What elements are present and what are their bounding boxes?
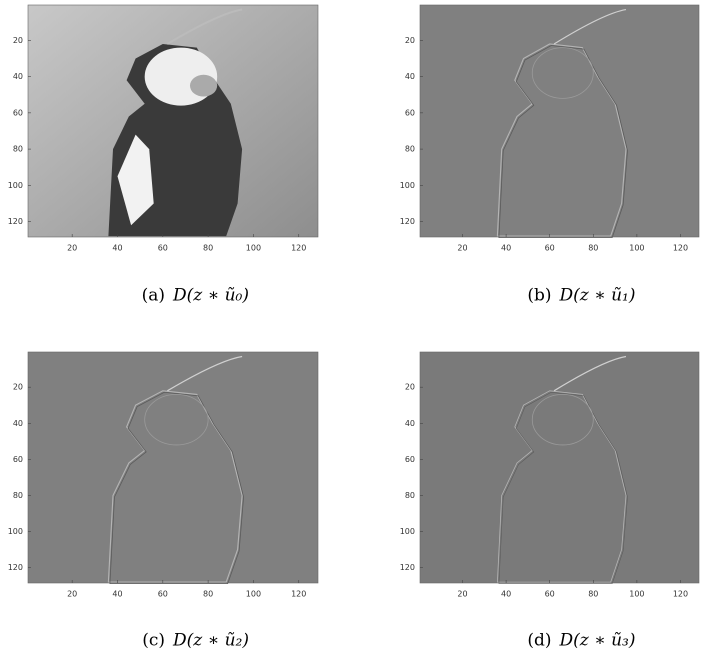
x-tick-label: 20 (67, 244, 77, 253)
y-tick-label: 80 (405, 145, 415, 154)
caption-label: (a) (142, 286, 165, 306)
x-tick-label: 60 (545, 590, 555, 599)
y-tick-label: 100 (400, 527, 415, 536)
y-tick-label: 40 (13, 419, 23, 428)
panel: 20 40 60 80 100 120 20 40 60 80 100 120 (c) D(z ∗ ũ₂) (8, 352, 318, 651)
x-tick-label: 120 (291, 244, 306, 253)
image-shape (190, 75, 217, 97)
caption-label: (d) (527, 631, 551, 651)
image (420, 5, 699, 237)
caption-label: (c) (142, 631, 165, 651)
x-tick-label: 60 (158, 590, 168, 599)
x-tick-label: 120 (673, 244, 688, 253)
x-tick-label: 40 (501, 590, 511, 599)
y-tick-label: 120 (400, 563, 415, 572)
figure: 20 40 60 80 100 120 20 40 60 80 100 120 (a) D(z ∗ ũ₀)… (0, 0, 702, 657)
x-tick-label: 100 (246, 590, 261, 599)
x-tick-label: 100 (629, 244, 644, 253)
y-tick-label: 40 (405, 72, 415, 81)
y-tick-label: 60 (13, 108, 23, 117)
y-tick-label: 20 (13, 36, 23, 45)
x-tick-label: 80 (203, 590, 213, 599)
x-tick-label: 40 (112, 244, 122, 253)
x-tick-label: 60 (158, 244, 168, 253)
y-tick-label: 100 (8, 181, 23, 190)
y-tick-label: 20 (13, 383, 23, 392)
x-tick-label: 40 (112, 590, 122, 599)
y-tick-label: 20 (405, 383, 415, 392)
x-tick-label: 120 (291, 590, 306, 599)
image (420, 352, 699, 583)
caption-formula: D(z ∗ ũ₁) (559, 286, 636, 306)
panel: 20 40 60 80 100 120 20 40 60 80 100 120 (d) D(z ∗ ũ₃) (400, 352, 699, 651)
image (28, 352, 318, 583)
y-tick-label: 60 (13, 455, 23, 464)
y-tick-label: 80 (13, 491, 23, 500)
x-tick-label: 20 (457, 590, 467, 599)
x-tick-label: 100 (246, 244, 261, 253)
y-tick-label: 120 (8, 217, 23, 226)
x-tick-label: 80 (203, 244, 213, 253)
y-tick-label: 100 (400, 181, 415, 190)
y-tick-label: 60 (405, 108, 415, 117)
x-tick-label: 100 (629, 590, 644, 599)
caption-label: (b) (527, 286, 551, 306)
x-tick-label: 20 (457, 244, 467, 253)
caption-formula: D(z ∗ ũ₂) (172, 631, 249, 651)
y-tick-label: 60 (405, 455, 415, 464)
y-tick-label: 120 (8, 563, 23, 572)
panel: 20 40 60 80 100 120 20 40 60 80 100 120 (a) D(z ∗ ũ₀) (8, 5, 318, 306)
x-tick-label: 20 (67, 590, 77, 599)
x-tick-label: 60 (545, 244, 555, 253)
x-tick-label: 80 (588, 244, 598, 253)
caption-formula: D(z ∗ ũ₃) (559, 631, 636, 651)
y-tick-label: 80 (405, 491, 415, 500)
panel: 20 40 60 80 100 120 20 40 60 80 100 120 (b) D(z ∗ ũ₁) (400, 5, 699, 306)
y-tick-label: 80 (13, 145, 23, 154)
caption-formula: D(z ∗ ũ₀) (172, 286, 249, 306)
y-tick-label: 40 (13, 72, 23, 81)
x-tick-label: 40 (501, 244, 511, 253)
y-tick-label: 20 (405, 36, 415, 45)
y-tick-label: 40 (405, 419, 415, 428)
y-tick-label: 120 (400, 217, 415, 226)
y-tick-label: 100 (8, 527, 23, 536)
x-tick-label: 80 (588, 590, 598, 599)
x-tick-label: 120 (673, 590, 688, 599)
